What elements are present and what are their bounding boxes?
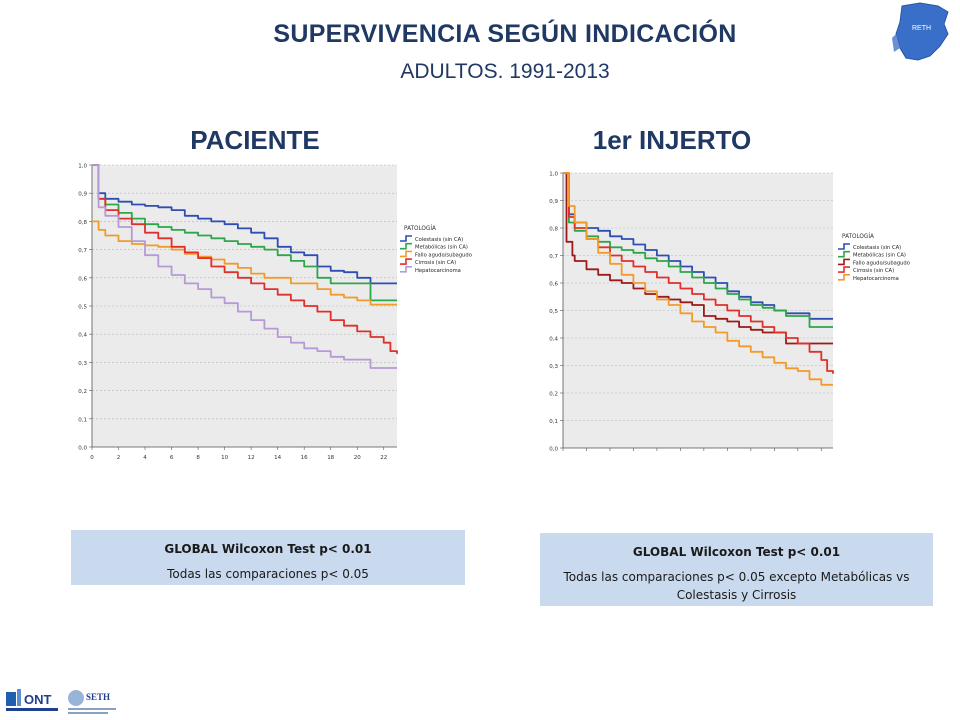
legend-swatch — [400, 250, 412, 258]
legend-swatch — [838, 243, 850, 250]
x-tick-label: 6 — [170, 455, 174, 461]
spain-map-shape — [895, 2, 949, 61]
y-tick-label: 0,7 — [549, 254, 558, 260]
ont-logo: ONT — [6, 689, 58, 711]
y-tick-label: 0,1 — [78, 417, 87, 423]
x-tick-label: 22 — [380, 455, 387, 461]
stats-box-injerto: GLOBAL Wilcoxon Test p< 0.01 Todas las c… — [540, 533, 933, 606]
y-tick-label: 0,4 — [549, 337, 558, 343]
legend-entry: Fallo agudo/subagudo — [853, 260, 910, 266]
y-tick-label: 0,2 — [78, 389, 87, 395]
footer-logos: ONT SETH — [6, 689, 116, 714]
y-tick-label: 0,3 — [78, 361, 87, 367]
panel-title-injerto: 1er INJERTO — [592, 125, 752, 155]
legend-swatch — [400, 242, 412, 250]
x-tick-label: 10 — [221, 455, 228, 461]
stats-box-paciente: GLOBAL Wilcoxon Test p< 0.01 Todas las c… — [71, 530, 465, 585]
legend-swatch — [838, 274, 850, 281]
comparisons-label: Todas las comparaciones p< 0.05 excepto … — [563, 570, 910, 602]
survival-curve-3 — [92, 164, 398, 354]
y-tick-label: 0,6 — [549, 282, 558, 288]
map-logo-text: RETH — [912, 25, 931, 32]
y-tick-label: 0,0 — [549, 447, 558, 453]
legend-swatch — [838, 250, 850, 258]
legend-swatch — [400, 235, 412, 242]
page-subtitle: ADULTOS. 1991-2013 — [400, 60, 610, 83]
survival-curve-0 — [92, 164, 397, 285]
x-tick-label: 4 — [143, 455, 147, 461]
seth-logo: SETH — [68, 690, 116, 714]
x-tick-label: 12 — [248, 455, 255, 461]
y-tick-label: 0,4 — [78, 333, 87, 339]
survival-curve-1 — [92, 164, 397, 302]
page-title: SUPERVIVENCIA SEGÚN INDICACIÓN — [273, 20, 737, 48]
legend-swatch — [838, 258, 850, 266]
x-tick-label: 18 — [327, 455, 334, 461]
y-tick-label: 0,8 — [78, 220, 87, 226]
survival-chart-injerto: 0,00,10,20,30,40,50,60,70,80,91,00246810… — [549, 172, 910, 453]
y-tick-label: 0,8 — [549, 227, 558, 233]
legend-entry: Metabólicas (sin CA) — [853, 252, 906, 259]
ont-logo-text: ONT — [24, 692, 52, 707]
x-tick-label: 16 — [301, 455, 308, 461]
legend-entry: Colestasis (sin CA) — [853, 245, 901, 251]
legend-swatch — [400, 266, 412, 273]
y-tick-label: 0,7 — [78, 248, 87, 254]
legend-entry: Colestasis (sin CA) — [415, 237, 463, 243]
legend-entry: Fallo agudo/subagudo — [415, 252, 472, 258]
x-tick-label: 8 — [196, 455, 200, 461]
y-tick-label: 0,6 — [78, 276, 87, 282]
y-tick-label: 0,1 — [549, 419, 558, 425]
x-tick-label: 2 — [117, 455, 121, 461]
x-tick-label: 20 — [354, 455, 361, 461]
legend-entry: Cirrosis (sin CA) — [415, 260, 456, 266]
global-test-label: GLOBAL Wilcoxon Test p< 0.01 — [164, 542, 372, 556]
y-tick-label: 0,0 — [78, 446, 87, 452]
seth-logo-text: SETH — [86, 692, 110, 702]
survival-chart-paciente: 0,0 0,1 0,2 0,3 0,4 0,5 0,6 0,7 0,8 0,9 1,0 0 2 4 6 8 10… — [78, 164, 472, 462]
legend-entry: Cirrosis (sin CA) — [853, 268, 894, 274]
legend-entry: Hepatocarcinoma — [853, 276, 899, 282]
x-tick-label: 0 — [90, 455, 94, 461]
legend-title: PATOLOGÍA — [404, 225, 436, 232]
y-tick-label: 1,0 — [78, 164, 87, 170]
legend-title: PATOLOGÍA — [842, 233, 874, 240]
comparisons-label: Todas las comparaciones p< 0.05 — [167, 567, 369, 581]
survival-curve-4 — [563, 172, 833, 386]
x-tick-label: 14 — [274, 455, 281, 461]
y-tick-label: 0,9 — [549, 199, 558, 205]
legend-entry: Metabólicas (sin CA) — [415, 244, 468, 251]
legend-entry: Hepatocarcinoma — [415, 268, 461, 274]
y-tick-label: 0,9 — [78, 192, 87, 198]
survival-curve-2 — [563, 172, 833, 345]
y-tick-label: 0,5 — [549, 309, 558, 315]
y-tick-label: 1,0 — [549, 172, 558, 178]
y-tick-label: 0,5 — [78, 305, 87, 311]
portugal-map-shape — [892, 34, 900, 52]
survival-curve-4 — [92, 164, 397, 369]
legend-swatch — [838, 266, 850, 273]
survival-curve-3 — [563, 172, 834, 374]
spain-map-logo: RETH — [892, 2, 949, 61]
y-tick-label: 0,2 — [549, 392, 558, 398]
y-tick-label: 0,3 — [549, 364, 558, 370]
panel-title-paciente: PACIENTE — [190, 125, 320, 155]
global-test-label: GLOBAL Wilcoxon Test p< 0.01 — [632, 545, 841, 559]
legend-swatch — [400, 258, 412, 265]
